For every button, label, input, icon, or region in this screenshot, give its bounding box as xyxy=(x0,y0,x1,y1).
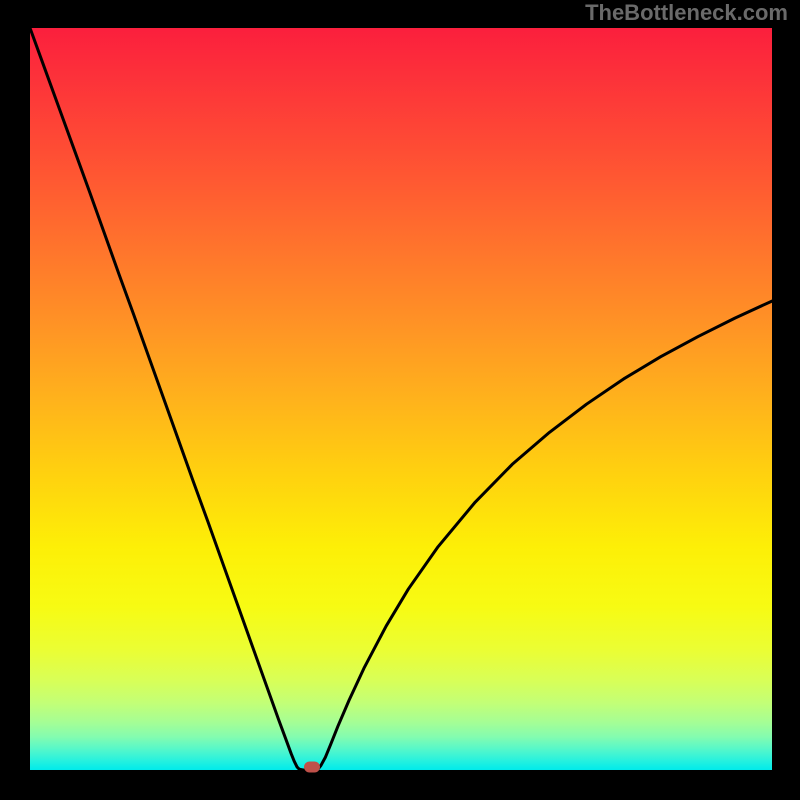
bottleneck-curve xyxy=(30,28,772,770)
plot-svg xyxy=(30,28,772,770)
watermark-text: TheBottleneck.com xyxy=(585,0,788,26)
chart-container: TheBottleneck.com xyxy=(0,0,800,800)
plot-background xyxy=(30,28,772,770)
plot-area xyxy=(30,28,772,770)
optimum-marker xyxy=(304,762,320,773)
